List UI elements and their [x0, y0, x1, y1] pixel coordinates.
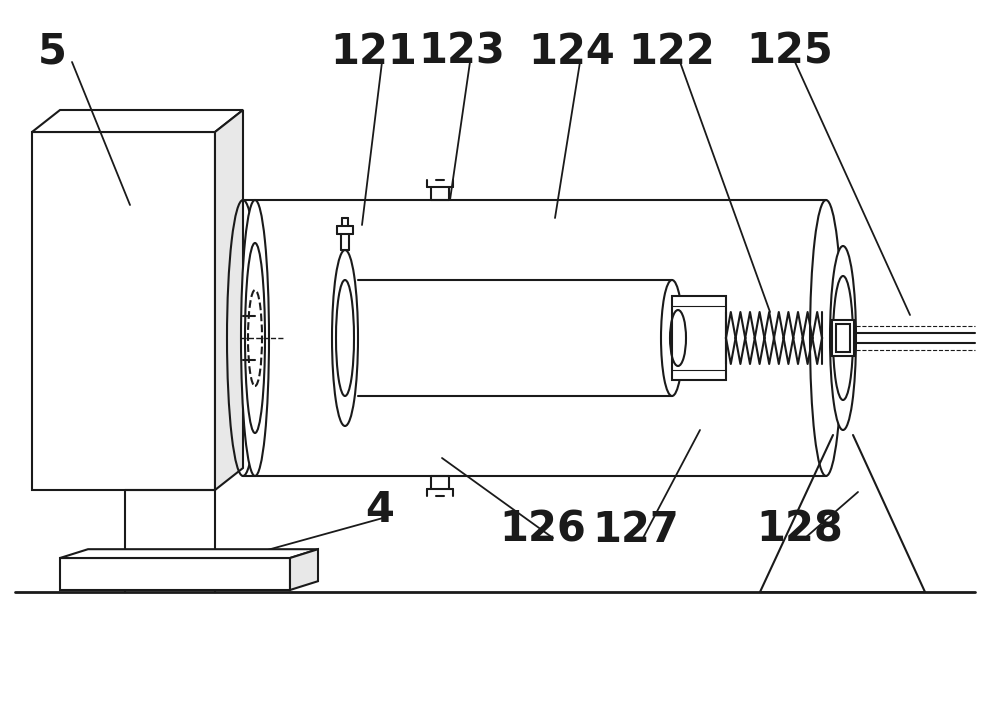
Text: 5: 5 [38, 31, 66, 73]
Polygon shape [215, 110, 243, 490]
Text: 4: 4 [366, 489, 394, 531]
Ellipse shape [332, 250, 358, 426]
Text: 123: 123 [419, 31, 505, 73]
Text: 122: 122 [629, 31, 715, 73]
Ellipse shape [241, 200, 269, 476]
Text: 128: 128 [757, 509, 843, 551]
Text: 127: 127 [593, 509, 679, 551]
Text: 126: 126 [500, 509, 586, 551]
Bar [60, 558, 290, 590]
Text: 124: 124 [529, 31, 615, 73]
Ellipse shape [830, 246, 856, 430]
Bar [32, 132, 215, 490]
Polygon shape [60, 550, 318, 558]
Bar [832, 320, 854, 356]
Polygon shape [290, 550, 318, 590]
Bar [672, 296, 726, 380]
Ellipse shape [661, 280, 683, 396]
Text: 121: 121 [331, 31, 417, 73]
Polygon shape [32, 110, 243, 132]
Text: 125: 125 [747, 31, 833, 73]
Bar [836, 324, 850, 352]
